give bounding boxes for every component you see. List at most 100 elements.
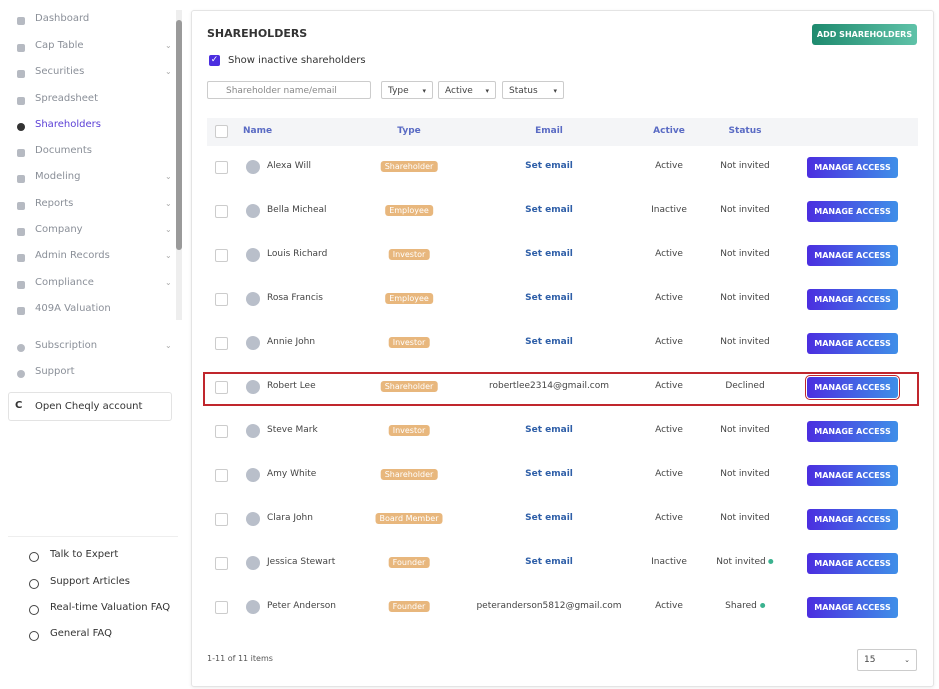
column-header[interactable]: Status [728, 126, 762, 136]
name: Bella Micheal [267, 205, 327, 215]
checkbox[interactable] [215, 601, 228, 614]
account-link[interactable]: Open Cheqly account [35, 401, 143, 412]
filter[interactable]: Status ▾ [502, 81, 564, 99]
invite-status: Not invited [716, 557, 774, 567]
add-button[interactable]: ADD SHAREHOLDERS [812, 24, 917, 45]
checkbox[interactable] [215, 293, 228, 306]
manage-access-button[interactable]: MANAGE ACCESS [807, 597, 898, 618]
manage-access-button[interactable]: MANAGE ACCESS [807, 465, 898, 486]
nav-item[interactable]: Modeling [35, 171, 81, 182]
name: Rosa Francis [267, 293, 323, 303]
help-icon [29, 579, 39, 589]
email[interactable]: Set email [525, 293, 573, 303]
nav-item[interactable]: Securities [35, 66, 85, 77]
nav-item[interactable]: Cap Table [35, 40, 84, 51]
help-link[interactable]: Support Articles [50, 576, 130, 587]
email[interactable]: Set email [525, 513, 573, 523]
nav-icon [17, 307, 25, 315]
checkbox[interactable] [215, 337, 228, 350]
invite-status: Not invited [720, 513, 770, 523]
search[interactable]: Shareholder name/email [207, 81, 371, 99]
manage-access-button[interactable]: MANAGE ACCESS [807, 421, 898, 442]
chevron: ⌄ [165, 225, 172, 234]
type-tag: Founder [388, 557, 430, 568]
checkbox[interactable] [215, 469, 228, 482]
nav-item[interactable]: Subscription [35, 340, 98, 351]
manage-access-button[interactable]: MANAGE ACCESS [807, 333, 898, 354]
manage-access-button[interactable]: MANAGE ACCESS [805, 375, 900, 400]
filter[interactable]: Active ▾ [438, 81, 496, 99]
name: Steve Mark [267, 425, 318, 435]
active-status: Active [655, 513, 683, 523]
highlight [203, 372, 919, 406]
checkbox[interactable]: ✓ [209, 55, 220, 66]
avatar [246, 600, 260, 614]
nav-icon [17, 175, 25, 183]
nav-icon [17, 44, 25, 52]
email[interactable]: Set email [525, 249, 573, 259]
invite-status: Not invited [720, 425, 770, 435]
account-box[interactable]: C Open Cheqly account [8, 392, 172, 421]
search-placeholder: Shareholder name/email [226, 86, 337, 96]
checkbox[interactable] [215, 249, 228, 262]
nav-item[interactable]: Admin Records [35, 250, 110, 261]
manage-access-button[interactable]: MANAGE ACCESS [807, 289, 898, 310]
column-header[interactable]: Email [535, 126, 563, 136]
nav-item[interactable]: Shareholders [35, 119, 101, 130]
email[interactable]: Set email [525, 205, 573, 215]
active-status: Active [655, 381, 683, 391]
checkbox[interactable] [215, 513, 228, 526]
scroll-thumb [176, 20, 182, 250]
manage-access-button[interactable]: MANAGE ACCESS [807, 509, 898, 530]
nav-item[interactable]: 409A Valuation [35, 303, 111, 314]
type-tag: Founder [388, 601, 430, 612]
checkbox[interactable] [215, 161, 228, 174]
nav-icon [17, 254, 25, 262]
email[interactable]: Set email [525, 337, 573, 347]
active-status: Active [655, 337, 683, 347]
email[interactable]: Set email [525, 425, 573, 435]
nav-item[interactable]: Support [35, 366, 75, 377]
type-tag: Shareholder [380, 469, 438, 480]
name: Robert Lee [267, 381, 316, 391]
manage-access-button[interactable]: MANAGE ACCESS [807, 245, 898, 266]
column-header[interactable]: Type [397, 126, 421, 136]
avatar [246, 204, 260, 218]
nav-item[interactable]: Compliance [35, 277, 94, 288]
nav-item[interactable]: Company [35, 224, 83, 235]
column-header[interactable]: Active [653, 126, 685, 136]
active-status: Active [655, 425, 683, 435]
checkbox[interactable] [215, 557, 228, 570]
nav-item[interactable]: Dashboard [35, 13, 90, 24]
chevron: ⌄ [165, 172, 172, 181]
nav-item[interactable]: Reports [35, 198, 74, 209]
email[interactable]: Set email [525, 161, 573, 171]
nav-icon [17, 149, 25, 157]
active-status: Active [655, 249, 683, 259]
help-link[interactable]: General FAQ [50, 628, 112, 639]
help-link[interactable]: Talk to Expert [50, 549, 119, 560]
checkbox[interactable] [215, 381, 228, 394]
checkbox[interactable] [215, 125, 228, 138]
type-tag: Employee [385, 293, 433, 304]
page-size[interactable]: 15 ⌄ [857, 649, 917, 671]
active-status: Active [655, 161, 683, 171]
avatar [246, 248, 260, 262]
filter[interactable]: Type ▾ [381, 81, 433, 99]
panel: SHAREHOLDERS ADD SHAREHOLDERS ✓ Show ina… [191, 10, 934, 687]
manage-access-button[interactable]: MANAGE ACCESS [807, 157, 898, 178]
help-link[interactable]: Real-time Valuation FAQ [50, 602, 171, 613]
chevron: ⌄ [165, 199, 172, 208]
manage-access-button[interactable]: MANAGE ACCESS [807, 201, 898, 222]
column-header[interactable]: Name [243, 126, 273, 136]
email[interactable]: Set email [525, 557, 573, 567]
name: Alexa Will [267, 161, 311, 171]
manage-access-button[interactable]: MANAGE ACCESS [807, 553, 898, 574]
nav-item[interactable]: Spreadsheet [35, 93, 98, 104]
email: robertlee2314@gmail.com [488, 381, 610, 391]
nav-item[interactable]: Documents [35, 145, 93, 156]
divider [8, 536, 178, 537]
checkbox[interactable] [215, 425, 228, 438]
email[interactable]: Set email [525, 469, 573, 479]
checkbox[interactable] [215, 205, 228, 218]
